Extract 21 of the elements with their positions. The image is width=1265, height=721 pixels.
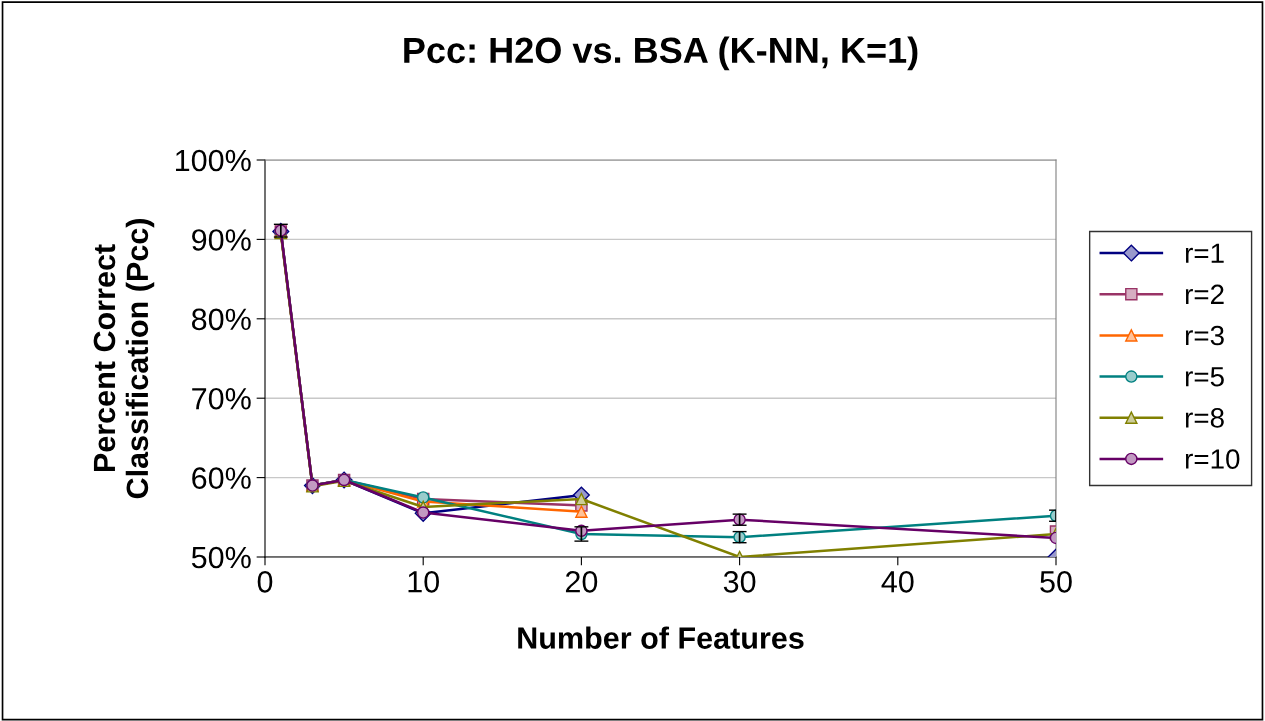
legend-label: r=3 (1185, 325, 1224, 346)
y-tick-label: 60% (192, 467, 251, 489)
x-axis-title: Number of Features (518, 626, 804, 649)
legend-label: r=5 (1185, 367, 1224, 387)
y-axis-title: Percent Correct Classification (Pcc) (93, 219, 155, 499)
legend-label: r=2 (1185, 284, 1224, 304)
y-tick-label: 50% (191, 546, 251, 569)
legend-label: r=8 (1185, 408, 1224, 428)
y-tick-label: 90% (192, 229, 251, 251)
y-tick-label: 80% (191, 308, 251, 331)
x-tick-label: 40 (881, 571, 914, 593)
chart-title: Pcc: H2O vs. BSA (K-NN, K=1) (404, 36, 918, 71)
y-tick-label: 100% (175, 149, 251, 172)
x-tick-label: 0 (257, 571, 273, 593)
legend-label: r=1 (1185, 243, 1224, 263)
x-tick-label: 20 (565, 571, 598, 593)
y-tick-label: 70% (192, 387, 251, 410)
legend-label: r=10 (1185, 449, 1240, 469)
x-tick-label: 30 (723, 571, 756, 593)
x-tick-label: 10 (408, 571, 439, 593)
x-tick-label: 50 (1040, 571, 1072, 593)
